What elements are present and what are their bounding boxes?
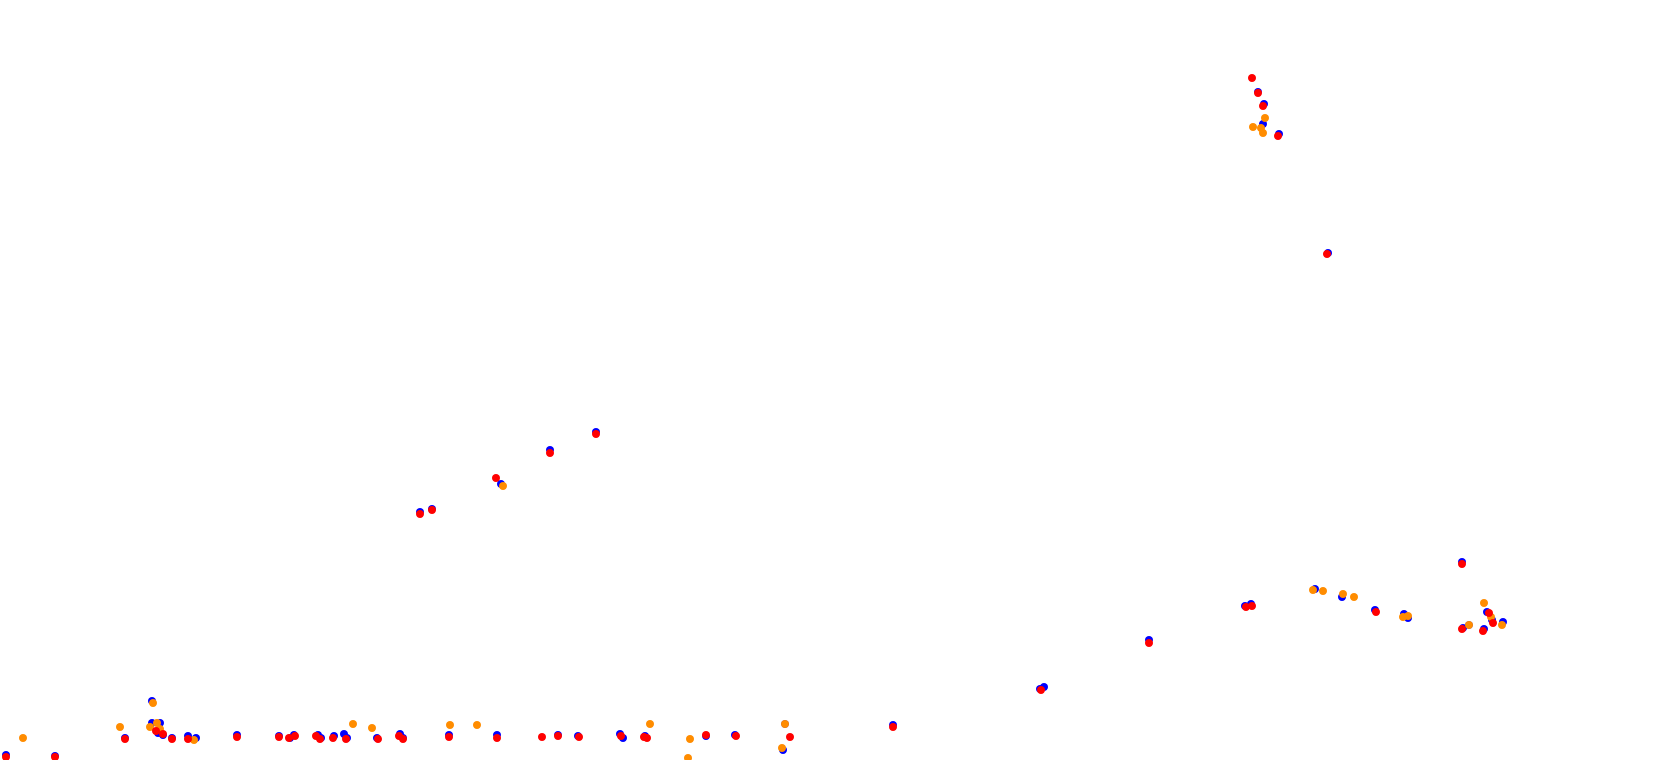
data-point [316, 735, 324, 743]
series-2 [19, 114, 1506, 760]
data-point [1309, 586, 1317, 594]
data-point [646, 720, 654, 728]
data-point [778, 744, 786, 752]
data-point [1404, 612, 1412, 620]
data-point [445, 733, 453, 741]
data-point [1498, 621, 1506, 629]
data-point [121, 735, 129, 743]
data-point [446, 721, 454, 729]
data-point [686, 735, 694, 743]
data-point [51, 753, 59, 760]
data-point [1323, 250, 1331, 258]
data-point [1465, 621, 1473, 629]
data-point [349, 720, 357, 728]
data-point [1254, 89, 1262, 97]
data-point [473, 721, 481, 729]
data-point [546, 449, 554, 457]
data-point [1485, 609, 1493, 617]
data-point [416, 510, 424, 518]
data-point [116, 723, 124, 731]
data-point [554, 732, 562, 740]
data-point [1145, 639, 1153, 647]
data-point [1339, 590, 1347, 598]
data-point [702, 731, 710, 739]
data-point [592, 430, 600, 438]
data-point [1489, 619, 1497, 627]
data-point [275, 733, 283, 741]
data-point [146, 723, 154, 731]
data-point [1274, 132, 1282, 140]
data-point [1259, 102, 1267, 110]
data-point [168, 735, 176, 743]
data-point [342, 735, 350, 743]
data-point [184, 735, 192, 743]
data-point [492, 474, 500, 482]
data-point [1249, 123, 1257, 131]
data-point [159, 730, 167, 738]
series-3 [2, 74, 1497, 760]
data-point [1248, 602, 1256, 610]
data-point [1248, 74, 1256, 82]
data-point [1458, 625, 1466, 633]
data-point [499, 482, 507, 490]
data-point [684, 754, 692, 760]
series-1 [2, 88, 1507, 760]
data-point [1242, 603, 1250, 611]
data-point [149, 699, 157, 707]
data-point [374, 735, 382, 743]
data-point [1259, 129, 1267, 137]
data-point [19, 734, 27, 742]
data-point [1479, 627, 1487, 635]
data-point [368, 724, 376, 732]
data-point [2, 753, 10, 760]
data-point [732, 732, 740, 740]
data-point [1037, 686, 1045, 694]
data-point [1480, 599, 1488, 607]
data-point [617, 732, 625, 740]
data-point [291, 732, 299, 740]
data-point [1261, 114, 1269, 122]
data-point [1319, 587, 1327, 595]
data-point [152, 727, 160, 735]
data-point [643, 734, 651, 742]
data-point [538, 733, 546, 741]
data-point [233, 733, 241, 741]
data-point [153, 719, 161, 727]
data-point [329, 734, 337, 742]
data-point [493, 734, 501, 742]
data-point [1350, 593, 1358, 601]
data-point [1458, 560, 1466, 568]
data-point [889, 723, 897, 731]
data-point [575, 733, 583, 741]
data-point [786, 733, 794, 741]
data-point [781, 720, 789, 728]
data-point [399, 735, 407, 743]
data-point [190, 736, 198, 744]
data-point [428, 506, 436, 514]
data-point [1372, 608, 1380, 616]
points-layer [2, 74, 1507, 760]
